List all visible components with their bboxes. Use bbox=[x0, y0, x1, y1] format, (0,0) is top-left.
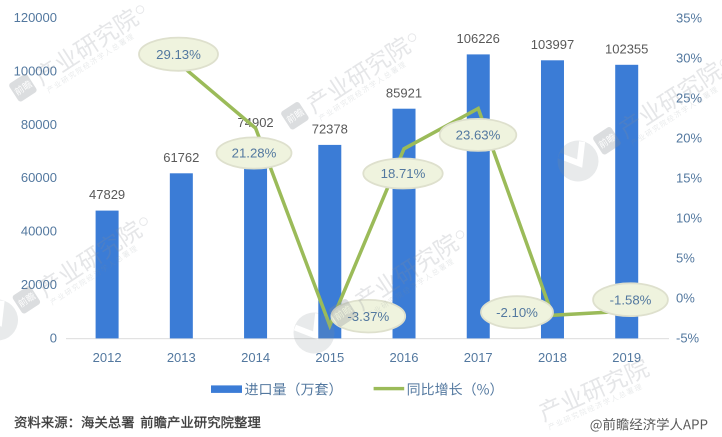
svg-text:21.28%: 21.28% bbox=[232, 146, 277, 161]
svg-text:5%: 5% bbox=[676, 251, 695, 266]
svg-text:2012: 2012 bbox=[93, 350, 122, 365]
svg-text:61762: 61762 bbox=[163, 150, 199, 165]
svg-text:15%: 15% bbox=[676, 171, 702, 186]
svg-text:30%: 30% bbox=[676, 51, 702, 66]
svg-text:106226: 106226 bbox=[457, 31, 500, 46]
svg-text:-3.37%: -3.37% bbox=[347, 309, 389, 324]
svg-text:85921: 85921 bbox=[386, 85, 422, 100]
svg-text:120000: 120000 bbox=[14, 10, 57, 25]
svg-text:60000: 60000 bbox=[21, 170, 57, 185]
svg-text:35%: 35% bbox=[676, 11, 702, 26]
svg-text:-1.58%: -1.58% bbox=[610, 292, 652, 307]
svg-text:2019: 2019 bbox=[612, 350, 641, 365]
svg-text:18.71%: 18.71% bbox=[381, 166, 426, 181]
svg-text:0%: 0% bbox=[676, 291, 695, 306]
svg-text:47829: 47829 bbox=[89, 187, 125, 202]
svg-text:2015: 2015 bbox=[315, 350, 344, 365]
svg-text:40000: 40000 bbox=[21, 224, 57, 239]
svg-text:2014: 2014 bbox=[241, 350, 270, 365]
svg-text:2016: 2016 bbox=[390, 350, 419, 365]
svg-text:29.13%: 29.13% bbox=[156, 47, 201, 62]
svg-text:0: 0 bbox=[50, 330, 57, 345]
svg-text:80000: 80000 bbox=[21, 117, 57, 132]
svg-text:20%: 20% bbox=[676, 131, 702, 146]
svg-text:103997: 103997 bbox=[531, 37, 574, 52]
svg-text:102355: 102355 bbox=[605, 41, 648, 56]
svg-text:-5%: -5% bbox=[676, 331, 700, 346]
svg-text:2018: 2018 bbox=[538, 350, 567, 365]
svg-text:72378: 72378 bbox=[312, 122, 348, 137]
svg-text:2017: 2017 bbox=[464, 350, 493, 365]
svg-text:2013: 2013 bbox=[167, 350, 196, 365]
svg-text:10%: 10% bbox=[676, 211, 702, 226]
svg-text:-2.10%: -2.10% bbox=[496, 305, 538, 320]
svg-text:23.63%: 23.63% bbox=[456, 128, 501, 143]
